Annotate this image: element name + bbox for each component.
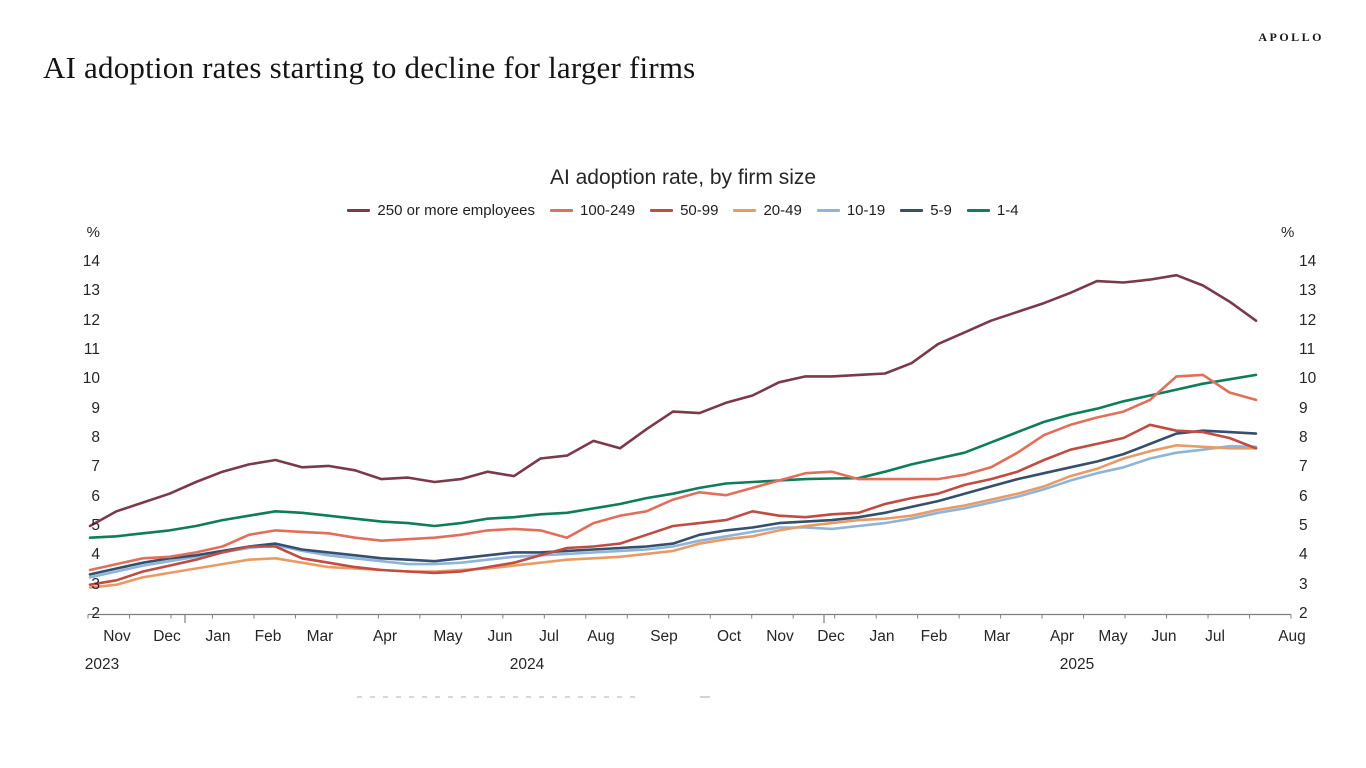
y-axis-label-left: 12 <box>82 311 100 329</box>
legend-item-10-19: 10-19 <box>816 202 886 219</box>
y-axis-label-right: 9 <box>1299 399 1308 417</box>
legend-swatch <box>966 209 990 212</box>
y-axis-label-right: 14 <box>1299 253 1317 270</box>
x-axis-month-label: Aug <box>587 628 615 645</box>
x-axis-month-label: Jul <box>1205 628 1225 645</box>
series-line-10-19 <box>88 444 1258 579</box>
y-axis-label-left: 3 <box>91 575 100 593</box>
chart-legend: 250 or more employees 100-249 50-99 20-49 10… <box>0 202 1366 219</box>
x-axis-year-label: 2023 <box>84 656 120 673</box>
legend-label: 1-4 <box>996 202 1019 219</box>
x-axis-month-label: Dec <box>153 628 181 645</box>
legend-item-1-4: 1-4 <box>966 202 1019 219</box>
series-line-50-99 <box>88 423 1258 587</box>
x-axis-month-label: May <box>433 628 463 645</box>
y-axis-label-left: 9 <box>91 399 100 417</box>
x-axis-month-label: Jun <box>1151 628 1177 645</box>
chart-title: AI adoption rate, by firm size <box>549 166 817 189</box>
y-axis-unit-left: % <box>86 224 100 241</box>
x-axis-month-label: Jun <box>487 628 513 645</box>
x-axis-month-label: Aug <box>1278 628 1306 645</box>
x-axis-month-label: May <box>1098 628 1128 645</box>
x-axis-month-label: Nov <box>103 628 131 645</box>
x-axis-month-label: Jul <box>539 628 559 645</box>
y-axis-label-right: 3 <box>1299 575 1308 593</box>
y-axis-label-left: 2 <box>91 605 100 622</box>
apollo-logo: APOLLO <box>1258 30 1324 44</box>
legend-swatch <box>347 209 371 212</box>
x-axis-year-label: 2024 <box>509 656 545 673</box>
x-axis-month-label: Jan <box>205 628 231 645</box>
series-line-250-or-more-employees <box>88 273 1258 528</box>
y-axis-label-left: 6 <box>91 487 100 505</box>
x-axis-month-label: Feb <box>254 628 282 645</box>
legend-swatch <box>900 209 924 212</box>
legend-item-250-or-more-employees: 250 or more employees <box>347 202 535 219</box>
series-line-1-4 <box>88 373 1258 540</box>
x-axis-month-label: Dec <box>817 628 845 645</box>
legend-label: 50-99 <box>680 202 719 219</box>
clipped-footnote-artifact <box>357 696 710 698</box>
y-axis-label-left: 11 <box>83 341 100 358</box>
x-axis-month-label: Mar <box>306 628 334 645</box>
x-axis-month-label: Feb <box>920 628 948 645</box>
legend-item-20-49: 20-49 <box>733 202 802 219</box>
legend-swatch <box>550 209 574 212</box>
page-title: AI adoption rates starting to decline fo… <box>43 50 696 85</box>
y-axis-label-left: 13 <box>82 282 100 300</box>
legend-label: 10-19 <box>846 202 886 219</box>
y-axis-label-right: 12 <box>1299 311 1317 329</box>
legend-label: 20-49 <box>763 202 802 219</box>
legend-item-5-9: 5-9 <box>900 202 952 219</box>
y-axis-label-left: 14 <box>82 253 100 270</box>
legend-swatch <box>816 209 840 212</box>
legend-swatch <box>650 209 674 212</box>
x-axis-month-label: Apr <box>1049 628 1075 645</box>
y-axis-label-right: 6 <box>1299 487 1308 505</box>
x-axis-month-label: Nov <box>766 628 794 645</box>
series-line-5-9 <box>88 429 1258 576</box>
legend-swatch <box>733 209 757 212</box>
x-axis-month-label: Oct <box>716 628 742 645</box>
legend-label: 100-249 <box>580 202 636 219</box>
y-axis-label-right: 13 <box>1299 282 1317 300</box>
y-axis-label-right: 8 <box>1299 429 1308 446</box>
y-axis-label-left: 7 <box>91 458 100 476</box>
legend-label: 5-9 <box>930 202 952 219</box>
series-line-20-49 <box>88 443 1258 589</box>
y-axis-label-left: 8 <box>91 429 100 446</box>
y-axis-label-left: 10 <box>82 370 100 388</box>
legend-item-50-99: 50-99 <box>650 202 718 219</box>
x-axis-month-label: Mar <box>983 628 1011 645</box>
legend-item-100-249: 100-249 <box>550 202 635 219</box>
y-axis-label-right: 4 <box>1299 546 1308 564</box>
x-axis-year-label: 2025 <box>1059 656 1095 673</box>
x-axis-month-label: Sep <box>650 628 678 645</box>
y-axis-label-left: 5 <box>91 517 100 534</box>
y-axis-label-right: 7 <box>1299 458 1308 476</box>
y-axis-unit-right: % <box>1281 224 1295 241</box>
y-axis-label-left: 4 <box>91 546 100 564</box>
y-axis-label-right: 5 <box>1299 517 1308 534</box>
legend-label: 250 or more employees <box>377 202 536 219</box>
x-axis-month-label: Apr <box>372 628 398 645</box>
y-axis-label-right: 10 <box>1299 370 1317 388</box>
x-axis-month-label: Jan <box>869 628 895 645</box>
y-axis-label-right: 2 <box>1299 605 1308 622</box>
y-axis-label-right: 11 <box>1299 341 1316 358</box>
series-line-100-249 <box>88 373 1258 572</box>
